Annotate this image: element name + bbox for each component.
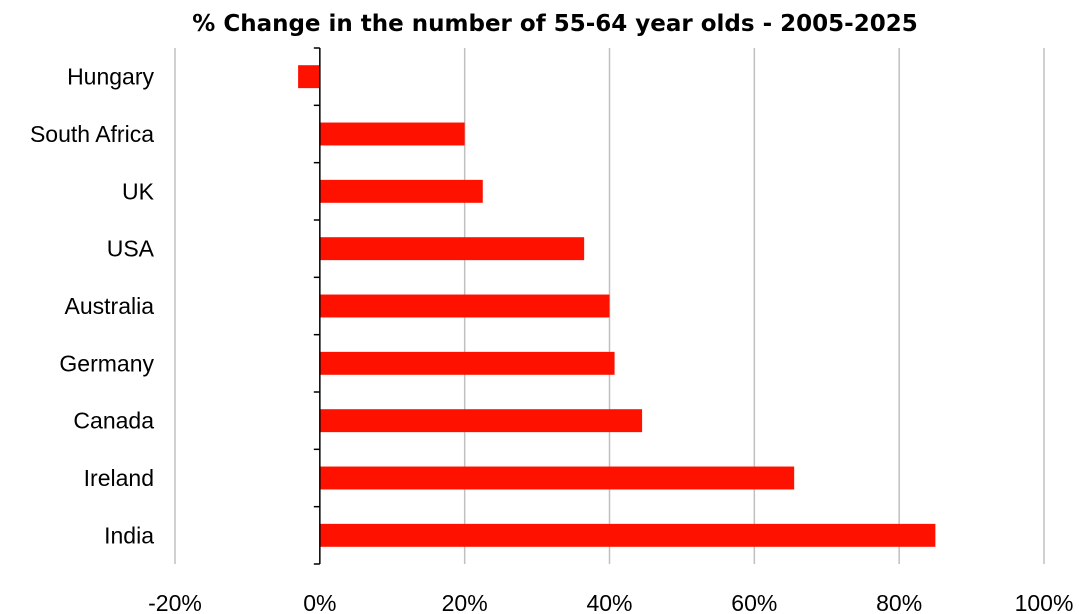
x-tick-label: 0% (303, 590, 336, 614)
bar-australia (319, 294, 610, 318)
bar-india (319, 523, 936, 547)
x-tick-label: -20% (148, 590, 202, 614)
category-label: Ireland (84, 465, 154, 491)
bar-hungary (298, 65, 320, 89)
bar-south-africa (319, 122, 465, 146)
category-label: Canada (73, 408, 154, 434)
category-labels: Hungary South Africa UK USA Australia Germany… (30, 64, 155, 549)
bar-uk (319, 179, 483, 203)
x-tick-label: 40% (586, 590, 632, 614)
x-tick-labels: -20% 0% 20% 40% 60% 80% 100% (148, 590, 1073, 614)
chart-title: % Change in the number of 55-64 year old… (192, 11, 917, 37)
category-label: Hungary (67, 64, 154, 90)
bar-ireland (319, 466, 795, 490)
category-label: South Africa (30, 121, 154, 147)
bar-usa (319, 237, 585, 261)
x-tick-label: 60% (731, 590, 777, 614)
category-label: USA (107, 236, 155, 262)
x-tick-label: 20% (442, 590, 488, 614)
x-tick-label: 100% (1015, 590, 1074, 614)
y-axis (313, 47, 321, 565)
category-label: UK (122, 178, 155, 204)
category-label: India (104, 522, 154, 548)
category-label: Australia (65, 293, 155, 319)
bar-germany (319, 351, 615, 375)
bar-canada (319, 409, 643, 433)
bars (298, 65, 936, 547)
category-label: Germany (59, 350, 154, 376)
x-tick-label: 80% (876, 590, 922, 614)
